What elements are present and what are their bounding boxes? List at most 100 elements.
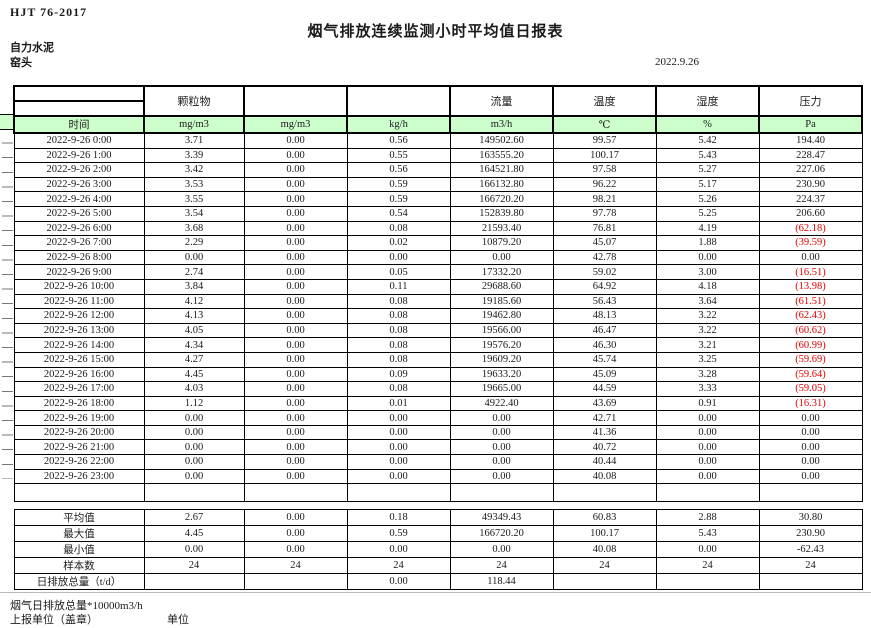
table-row: 2022-9-26 6:00 3.68 0.00 0.08 21593.40 76.81 4… xyxy=(13,220,863,237)
summary-value-cell: 2.88 xyxy=(655,509,760,527)
spacer-cell xyxy=(656,501,759,510)
empty-row xyxy=(13,483,863,503)
unit-cell: mg/m3 xyxy=(143,115,245,134)
value-cell: 0.00 xyxy=(243,381,348,397)
value-cell: 0.00 xyxy=(449,410,554,426)
group-header-row2 xyxy=(13,100,862,117)
empty-cell xyxy=(346,483,451,503)
time-cell: 2022-9-26 0:00 xyxy=(13,132,145,149)
unit-cell: % xyxy=(655,115,760,134)
summary-value-cell: 100.17 xyxy=(552,525,657,543)
summary-value-cell: 0.00 xyxy=(243,525,348,543)
unit-cell: ℃ xyxy=(552,115,657,134)
value-cell: 0.00 xyxy=(243,308,348,324)
summary-value-cell: 24 xyxy=(143,557,245,575)
time-cell: 2022-9-26 14:00 xyxy=(13,337,145,353)
summary-label: 样本数 xyxy=(13,557,145,575)
table-row: 2022-9-26 19:00 0.00 0.00 0.00 0.00 42.71 0.00… xyxy=(13,410,863,426)
value-cell: 3.71 xyxy=(143,132,245,149)
left-gutter-ticks xyxy=(2,129,13,479)
summary-value-cell: 166720.20 xyxy=(449,525,554,543)
group-header-cell xyxy=(243,85,348,117)
value-cell: 0.00 xyxy=(243,249,348,266)
value-cell: 3.39 xyxy=(143,147,245,164)
footer-divider-line xyxy=(0,592,871,593)
standard-code: HJT 76-2017 xyxy=(10,5,88,19)
value-cell: 206.60 xyxy=(758,205,863,222)
value-cell: 0.08 xyxy=(346,351,451,368)
value-cell: (59.69) xyxy=(758,351,863,368)
value-cell: (16.31) xyxy=(758,395,863,412)
summary-value-cell: 2.67 xyxy=(143,509,245,527)
summary-label: 最小值 xyxy=(13,541,145,559)
summary-row: 最小值 0.00 0.00 0.00 0.00 40.08 0.00 -62.43 xyxy=(13,541,863,559)
value-cell: 0.00 xyxy=(655,410,760,426)
value-cell: 5.25 xyxy=(655,205,760,222)
footer-note: 烟气日排放总量*10000m3/h xyxy=(10,600,143,612)
unit-row: 时间 mg/m3 mg/m3 kg/h m3/h ℃% Pa xyxy=(13,115,863,134)
value-cell: 19633.20 xyxy=(449,366,554,383)
value-cell: 194.40 xyxy=(758,132,863,149)
value-cell: 5.17 xyxy=(655,176,760,193)
value-cell: 44.59 xyxy=(552,381,657,397)
value-cell: 10879.20 xyxy=(449,235,554,251)
summary-label: 平均值 xyxy=(13,509,145,527)
table-row: 2022-9-26 18:00 1.12 0.00 0.01 4922.40 43.69 0… xyxy=(13,395,863,412)
value-cell: 97.58 xyxy=(552,162,657,178)
spacer-cell xyxy=(347,501,450,510)
empty-cell xyxy=(552,483,657,503)
summary-value-cell: 24 xyxy=(346,557,451,575)
value-cell: 45.07 xyxy=(552,235,657,251)
page-title: 烟气排放连续监测小时平均值日报表 xyxy=(307,24,564,40)
value-cell: 163555.20 xyxy=(449,147,554,164)
value-cell: 59.02 xyxy=(552,264,657,280)
value-cell: 19665.00 xyxy=(449,381,554,397)
spacer-cell xyxy=(759,501,862,510)
group-header-cell xyxy=(13,100,145,117)
value-cell: 4922.40 xyxy=(449,395,554,412)
value-cell: 0.00 xyxy=(243,468,348,485)
summary-value-cell: 0.00 xyxy=(346,573,451,591)
time-cell: 2022-9-26 1:00 xyxy=(13,147,145,164)
table-body: 颗粒物 流量 温度 湿度 压力 时间 mg/m3 mg/m3 kg/h m3/h ℃% Pa 2022-… xyxy=(13,85,863,591)
value-cell: 21593.40 xyxy=(449,220,554,237)
value-cell: 40.44 xyxy=(552,454,657,470)
value-cell: 4.27 xyxy=(143,351,245,368)
value-cell: 40.08 xyxy=(552,468,657,485)
time-cell: 2022-9-26 5:00 xyxy=(13,205,145,222)
value-cell: 0.00 xyxy=(243,395,348,412)
value-cell: 0.00 xyxy=(243,337,348,353)
group-header-cell: 流量 xyxy=(449,85,554,117)
time-cell: 2022-9-26 2:00 xyxy=(13,162,145,178)
value-cell: 0.08 xyxy=(346,308,451,324)
table-row: 2022-9-26 0:00 3.71 0.00 0.56 149502.60 99.57… xyxy=(13,132,863,149)
time-cell: 2022-9-26 9:00 xyxy=(13,264,145,280)
unit-cell: mg/m3 xyxy=(243,115,348,134)
time-cell: 2022-9-26 6:00 xyxy=(13,220,145,237)
value-cell: 0.00 xyxy=(243,147,348,164)
value-cell: 0.00 xyxy=(449,454,554,470)
value-cell: 3.84 xyxy=(143,278,245,295)
value-cell: 0.00 xyxy=(243,366,348,383)
value-cell: 0.56 xyxy=(346,132,451,149)
summary-value-cell: 24 xyxy=(552,557,657,575)
value-cell: 0.00 xyxy=(243,220,348,237)
value-cell: 0.00 xyxy=(758,468,863,485)
value-cell: 0.00 xyxy=(758,454,863,470)
time-cell: 2022-9-26 10:00 xyxy=(13,278,145,295)
summary-value-cell: 60.83 xyxy=(552,509,657,527)
value-cell: 1.88 xyxy=(655,235,760,251)
time-cell: 2022-9-26 20:00 xyxy=(13,424,145,441)
value-cell: 46.47 xyxy=(552,322,657,339)
value-cell: 0.00 xyxy=(346,249,451,266)
value-cell: 230.90 xyxy=(758,176,863,193)
value-cell: 0.00 xyxy=(655,439,760,456)
value-cell: 0.59 xyxy=(346,176,451,193)
group-header-row: 颗粒物 流量 温度 湿度 压力 xyxy=(13,85,863,117)
value-cell: 0.54 xyxy=(346,205,451,222)
table-row: 2022-9-26 4:00 3.55 0.00 0.59 166720.20 98.21… xyxy=(13,191,863,207)
value-cell: 41.36 xyxy=(552,424,657,441)
value-cell: 17332.20 xyxy=(449,264,554,280)
empty-cell xyxy=(449,483,554,503)
time-cell: 2022-9-26 15:00 xyxy=(13,351,145,368)
